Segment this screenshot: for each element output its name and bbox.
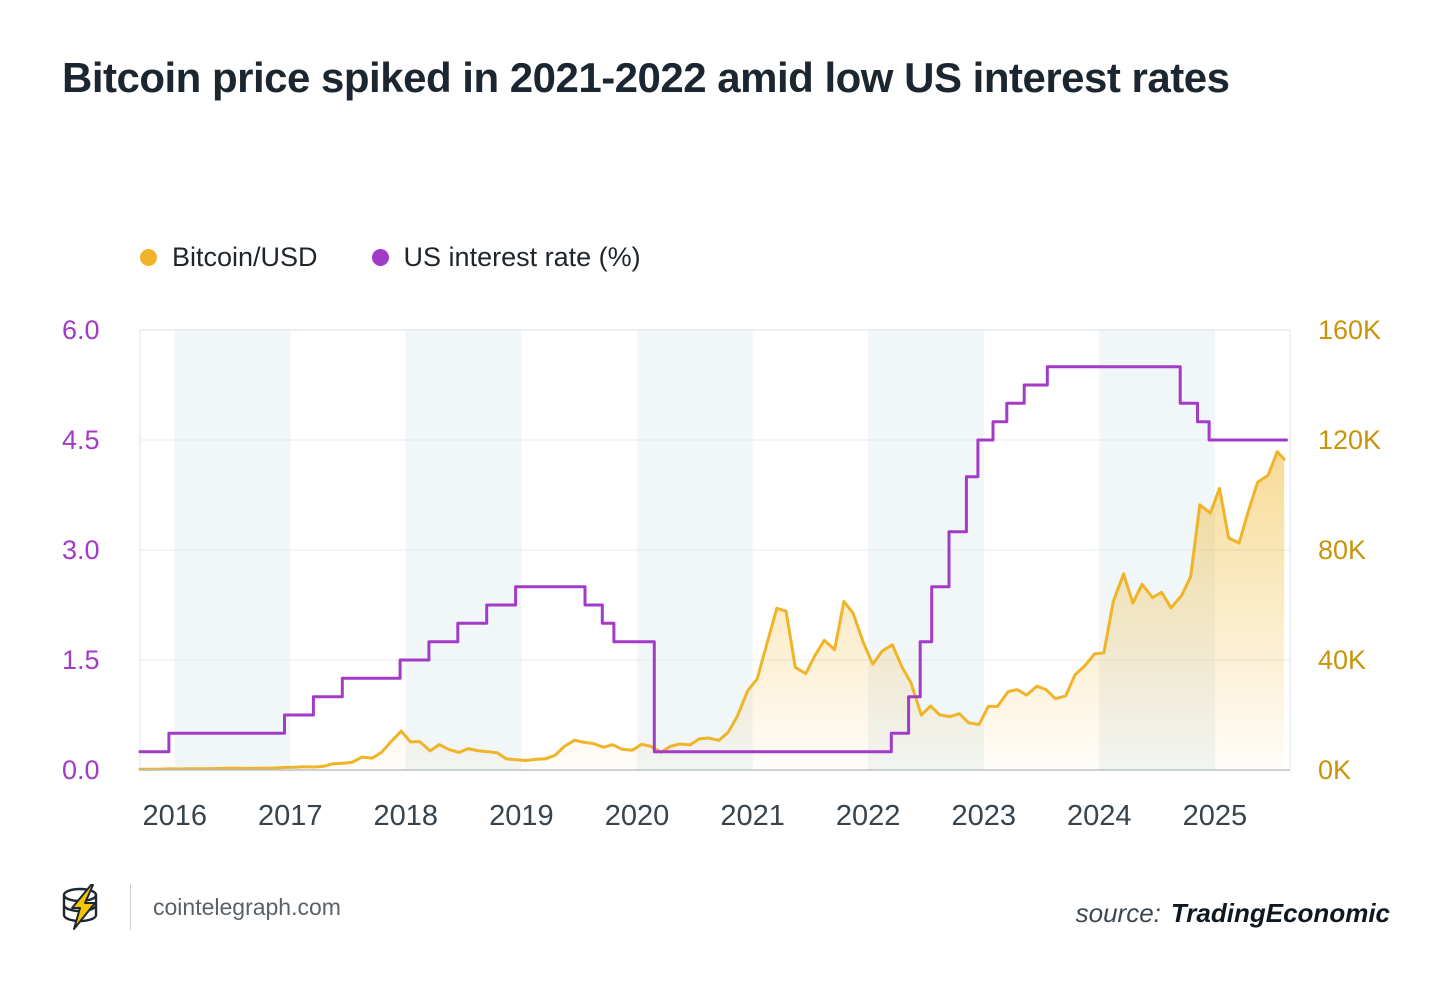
right-axis-tick-label: 40K bbox=[1318, 645, 1366, 675]
x-axis-tick-label: 2023 bbox=[951, 800, 1016, 832]
x-axis-tick-label: 2017 bbox=[258, 800, 323, 832]
right-axis-tick-label: 160K bbox=[1318, 315, 1381, 345]
footer-brand: cointelegraph.com bbox=[58, 882, 341, 932]
left-axis-tick-label: 1.5 bbox=[62, 645, 100, 675]
x-axis-tick-label: 2016 bbox=[142, 800, 207, 832]
left-axis-tick-label: 0.0 bbox=[62, 755, 100, 785]
right-axis-tick-label: 80K bbox=[1318, 535, 1366, 565]
x-axis-tick-label: 2025 bbox=[1183, 800, 1248, 832]
legend-dot-bitcoin-icon bbox=[140, 249, 157, 266]
legend-item-bitcoin: Bitcoin/USD bbox=[140, 242, 318, 273]
footer-site-text: cointelegraph.com bbox=[153, 893, 341, 920]
right-axis-tick-label: 120K bbox=[1318, 425, 1381, 455]
right-axis-tick-label: 0K bbox=[1318, 755, 1351, 785]
left-axis-tick-label: 3.0 bbox=[62, 535, 100, 565]
bitcoin-usd-line bbox=[138, 450, 1286, 771]
legend-label-bitcoin: Bitcoin/USD bbox=[172, 242, 318, 272]
x-axis-tick-label: 2021 bbox=[720, 800, 785, 832]
bitcoin-usd-area bbox=[140, 451, 1285, 770]
left-axis-tick-label: 4.5 bbox=[62, 425, 100, 455]
cointelegraph-logo bbox=[62, 884, 98, 930]
chart-plot: 0.0 1.5 3.0 4.5 6.0 0K 40K 80K 120K 160K 2016 2017 2… bbox=[62, 315, 1381, 832]
x-axis-tick-label: 2018 bbox=[374, 800, 439, 832]
source-label: source: bbox=[1075, 898, 1161, 928]
x-axis-tick-label: 2019 bbox=[489, 800, 554, 832]
left-axis-tick-label: 6.0 bbox=[62, 315, 100, 345]
source-name: TradingEconomic bbox=[1170, 898, 1390, 928]
x-axis-tick-label: 2022 bbox=[836, 800, 901, 832]
legend-dot-interest-rate-icon bbox=[371, 249, 389, 266]
footer-source: source: TradingEconomic bbox=[1076, 898, 1390, 929]
legend-item-interest-rate: US interest rate (%) bbox=[371, 242, 641, 273]
x-axis-tick-label: 2024 bbox=[1067, 800, 1132, 832]
legend-label-interest-rate: US interest rate (%) bbox=[403, 242, 641, 272]
x-axis-tick-label: 2020 bbox=[605, 800, 670, 832]
us-interest-rate-line bbox=[138, 365, 1288, 754]
legend: Bitcoin/USD US interest rate (%) bbox=[140, 242, 641, 273]
page-title: Bitcoin price spiked in 2021-2022 amid l… bbox=[62, 54, 1230, 101]
footer-divider bbox=[130, 884, 131, 930]
